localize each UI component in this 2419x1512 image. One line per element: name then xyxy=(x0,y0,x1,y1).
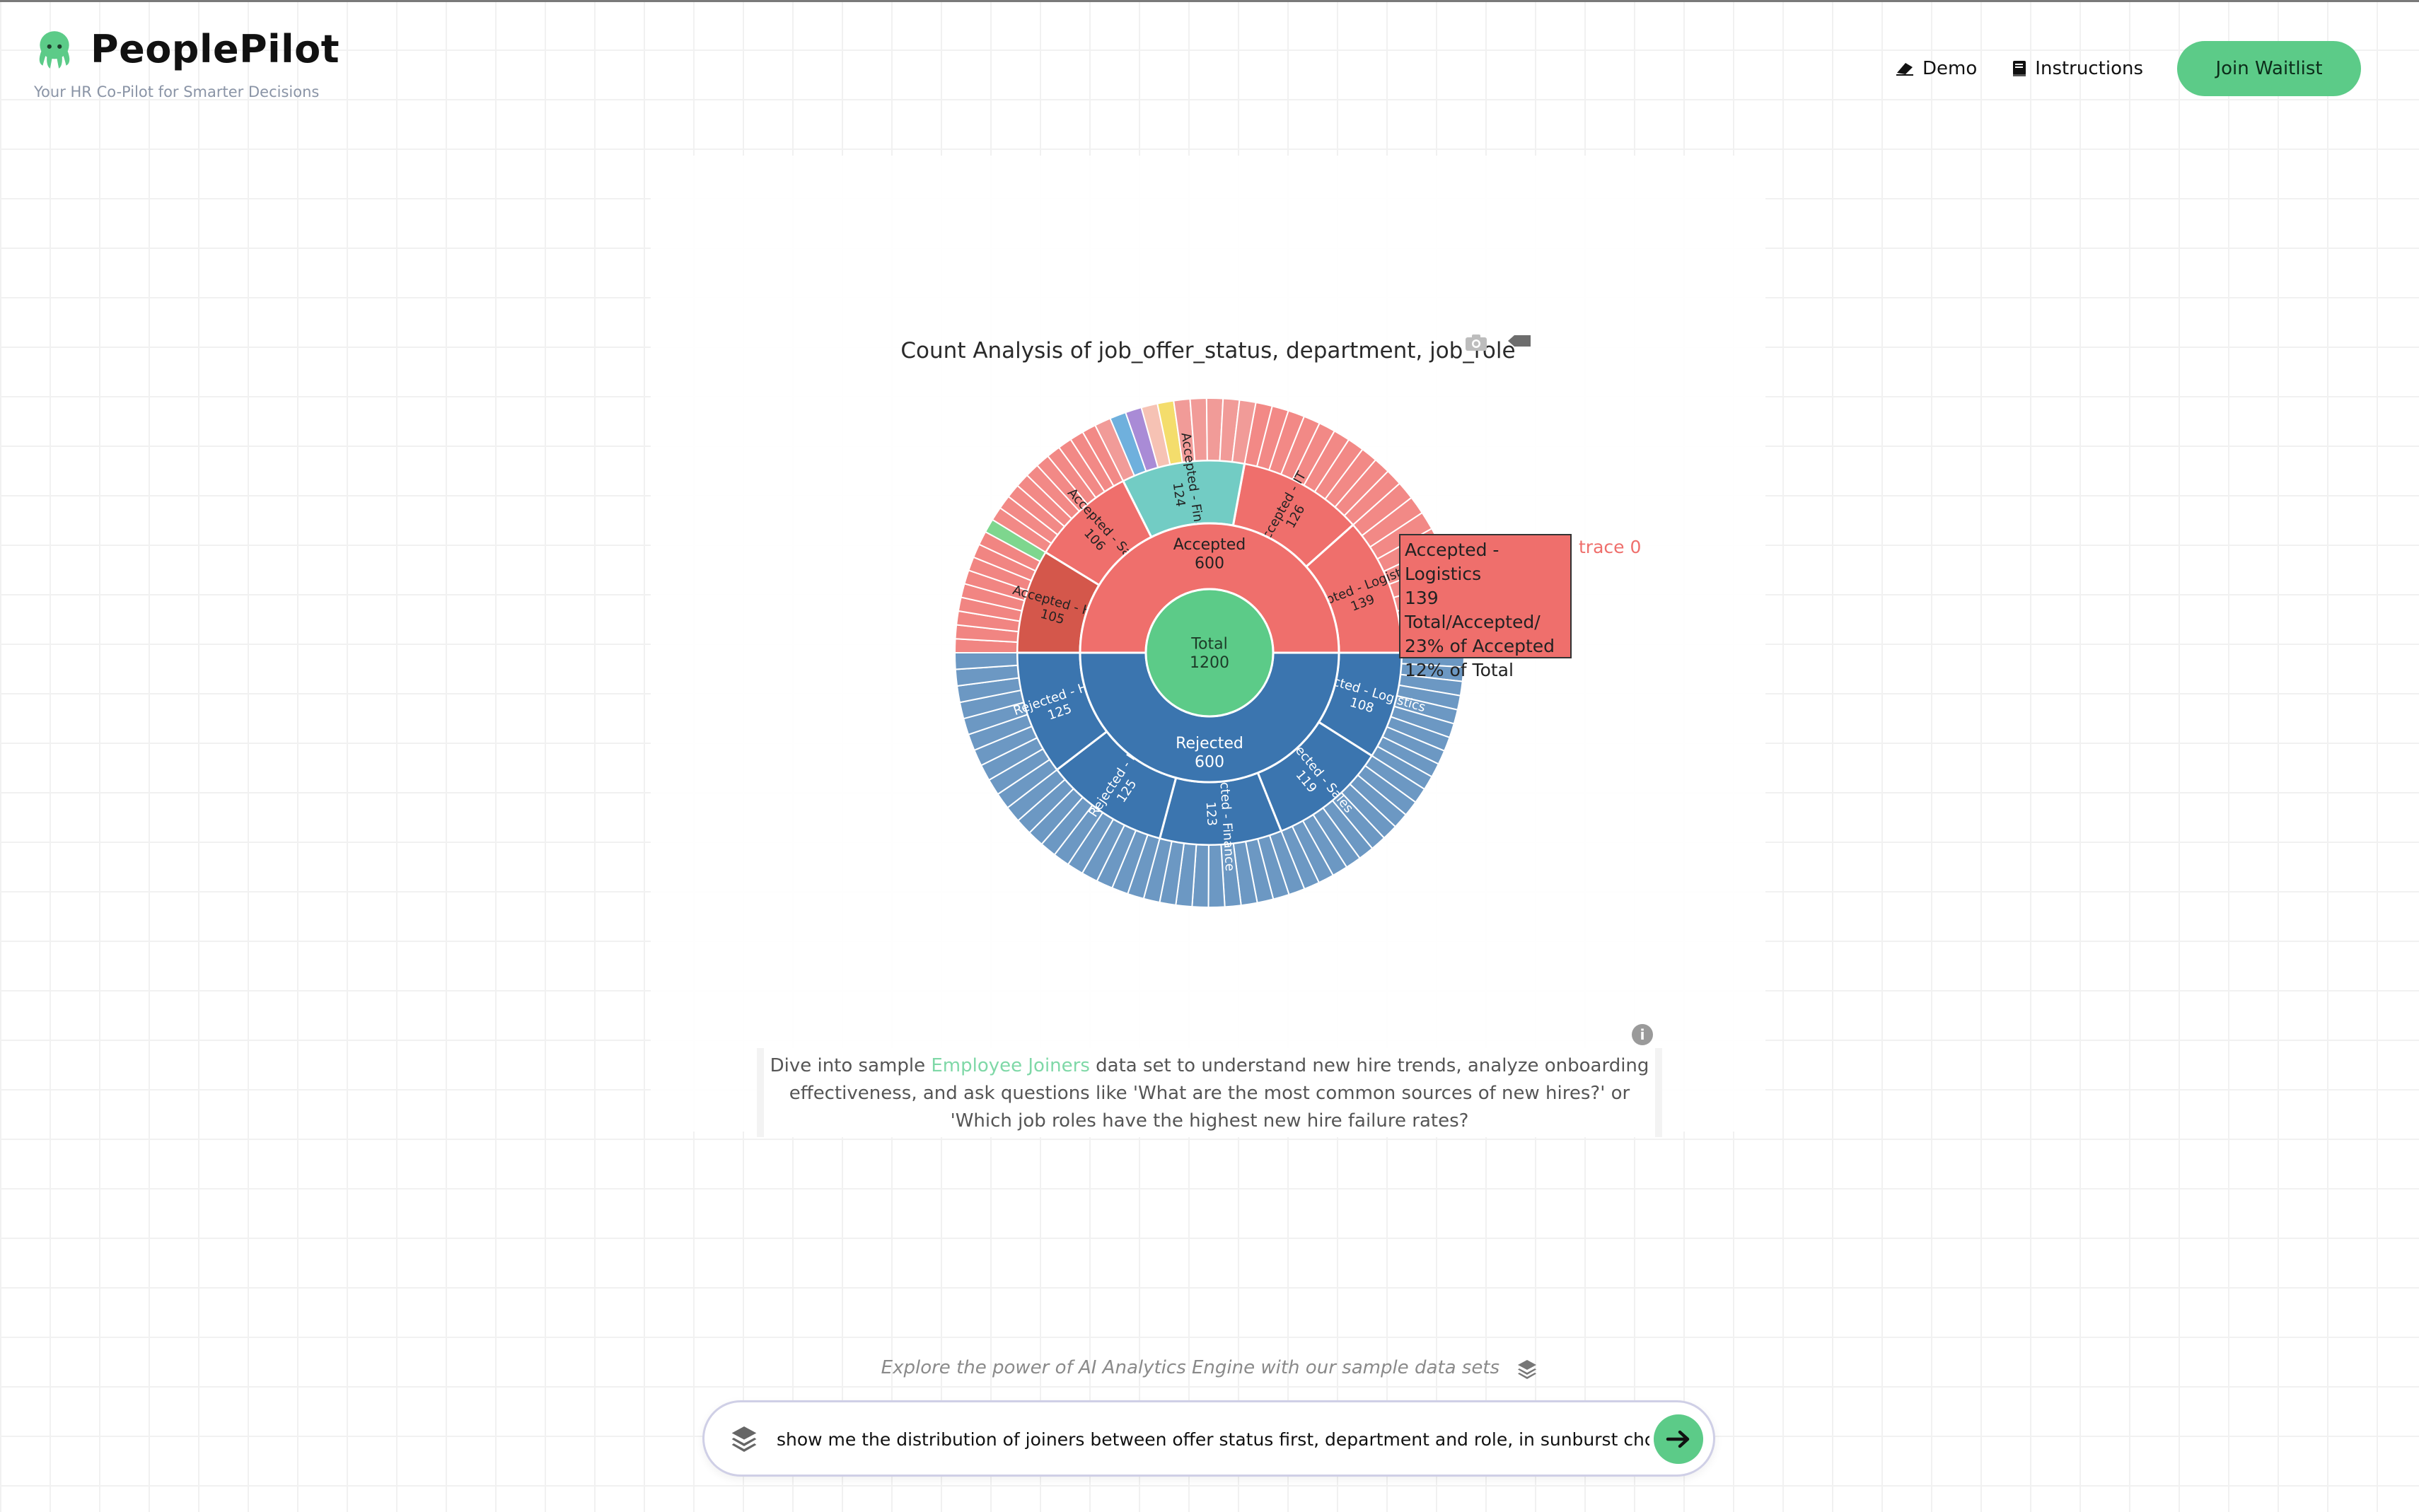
sunburst-role-segment[interactable] xyxy=(1081,424,1125,487)
brand-name: PeoplePilot xyxy=(91,27,340,71)
layers-icon[interactable] xyxy=(1516,1358,1538,1379)
explore-text: Explore the power of AI Analytics Engine… xyxy=(881,1357,1500,1378)
logo[interactable]: PeoplePilot xyxy=(33,27,340,71)
sunburst-root-label: Total 1200 xyxy=(1190,636,1229,672)
description-text-before: Dive into sample xyxy=(770,1055,932,1076)
tooltip-trace: trace 0 xyxy=(1579,537,1642,557)
eraser-icon xyxy=(1896,63,1914,76)
top-border xyxy=(0,0,2419,2)
hover-tooltip: Accepted - Logistics 139 Total/Accepted/… xyxy=(1399,534,1572,680)
sunburst-root[interactable] xyxy=(1144,588,1275,718)
sunburst-accepted-label: Accepted 600 xyxy=(1173,536,1246,572)
chart-container: Count Analysis of job_offer_status, depa… xyxy=(651,311,1765,948)
chart-title: Count Analysis of job_offer_status, depa… xyxy=(900,338,1516,364)
camera-icon[interactable] xyxy=(1464,332,1488,352)
tag-icon[interactable] xyxy=(1507,332,1532,349)
tooltip-path: Total/Accepted/ xyxy=(1405,612,1541,632)
nav-demo-label: Demo xyxy=(1922,58,1978,79)
dataset-link[interactable]: Employee Joiners xyxy=(931,1055,1090,1076)
sunburst-role-segment[interactable] xyxy=(1343,470,1401,526)
sunburst-role-segment[interactable] xyxy=(953,652,1019,670)
send-button[interactable] xyxy=(1654,1414,1703,1464)
octopus-logo-icon xyxy=(39,30,70,69)
explore-hint: Explore the power of AI Analytics Engine… xyxy=(0,1357,2419,1379)
arrow-right-icon xyxy=(1666,1430,1690,1448)
sunburst-role-segment[interactable] xyxy=(984,518,1047,563)
nav-demo[interactable]: Demo xyxy=(1894,58,1977,79)
sunburst-rejected-label: Rejected 600 xyxy=(1176,735,1243,771)
tagline: Your HR Co-Pilot for Smarter Decisions xyxy=(34,83,320,100)
header: PeoplePilot Your HR Co-Pilot for Smarter… xyxy=(0,0,2419,127)
sunburst-role-segment[interactable] xyxy=(1231,399,1257,465)
dataset-layers-icon[interactable] xyxy=(730,1424,758,1452)
tooltip-value: 139 xyxy=(1405,588,1439,608)
tooltip-pct-total: 12% of Total xyxy=(1405,660,1514,680)
nav-instructions-label: Instructions xyxy=(2035,58,2143,79)
description-text-after: data set to understand new hire trends, … xyxy=(789,1055,1649,1132)
tooltip-title: Accepted - Logistics xyxy=(1405,540,1499,584)
tooltip-pct-parent: 23% of Accepted xyxy=(1405,636,1555,656)
book-icon xyxy=(2013,61,2026,76)
dataset-description: Dive into sample Employee Joiners data s… xyxy=(757,1048,1662,1137)
info-icon[interactable]: i xyxy=(1632,1024,1653,1045)
chart-toolbar xyxy=(1446,332,1532,352)
nav-instructions[interactable]: Instructions xyxy=(2011,58,2143,79)
top-nav: Demo Instructions Join Waitlist xyxy=(1894,41,2361,96)
query-input[interactable] xyxy=(775,1419,1651,1459)
join-waitlist-button[interactable]: Join Waitlist xyxy=(2177,41,2361,96)
query-bar xyxy=(702,1400,1715,1477)
